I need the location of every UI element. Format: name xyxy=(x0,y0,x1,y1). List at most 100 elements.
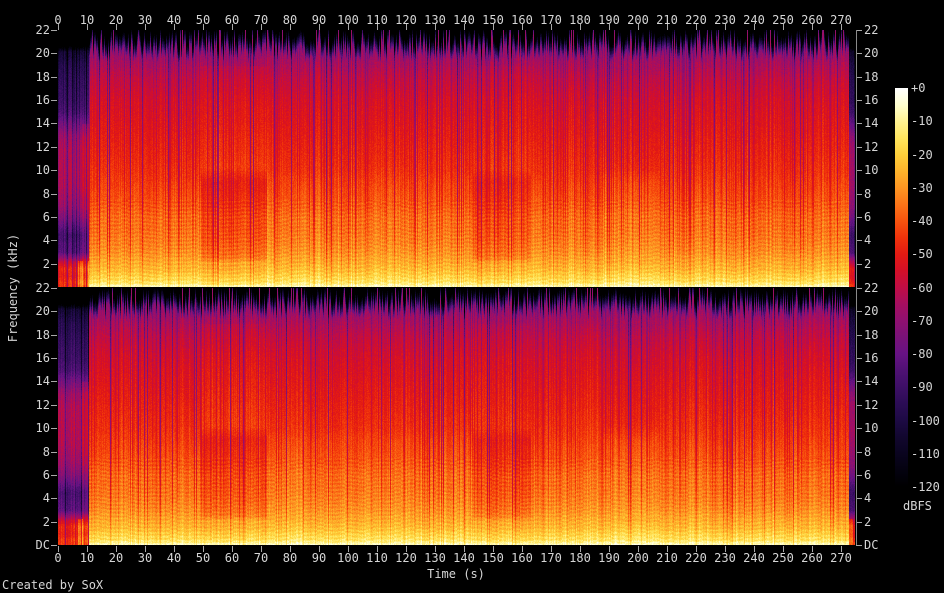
freq-tick-label-right: 4 xyxy=(864,233,872,247)
time-tick-mark xyxy=(377,546,378,552)
time-tick-mark xyxy=(203,24,204,30)
time-tick-label-bottom: 230 xyxy=(714,551,736,565)
freq-tick-mark xyxy=(51,264,57,265)
time-tick-label-bottom: 170 xyxy=(540,551,562,565)
time-tick-mark xyxy=(754,24,755,30)
time-tick-mark xyxy=(464,24,465,30)
time-tick-label-top: 50 xyxy=(195,13,211,27)
colorbar-tick-label: -100 xyxy=(911,414,940,428)
freq-tick-mark xyxy=(51,30,57,31)
freq-tick-label-right: 8 xyxy=(864,187,872,201)
y-axis-title: Frequency (kHz) xyxy=(6,233,20,343)
time-tick-mark xyxy=(116,546,117,552)
freq-tick-mark xyxy=(856,452,862,453)
freq-tick-mark xyxy=(51,498,57,499)
freq-tick-label-right: 10 xyxy=(864,163,879,177)
time-tick-label-bottom: 20 xyxy=(108,551,124,565)
time-tick-label-top: 110 xyxy=(366,13,388,27)
time-tick-mark xyxy=(725,24,726,30)
time-tick-mark xyxy=(464,546,465,552)
freq-tick-label-left: 20 xyxy=(35,304,50,318)
time-tick-label-bottom: 140 xyxy=(453,551,475,565)
time-tick-label-bottom: 50 xyxy=(195,551,211,565)
freq-tick-mark xyxy=(51,381,57,382)
colorbar-gradient xyxy=(895,88,908,487)
time-tick-label-bottom: 30 xyxy=(137,551,153,565)
time-tick-label-top: 230 xyxy=(714,13,736,27)
freq-tick-mark xyxy=(856,123,862,124)
freq-tick-mark xyxy=(856,311,862,312)
freq-tick-label-right: 12 xyxy=(864,140,879,154)
time-tick-label-top: 200 xyxy=(627,13,649,27)
freq-tick-mark xyxy=(51,147,57,148)
time-tick-label-bottom: 240 xyxy=(743,551,765,565)
time-tick-label-top: 170 xyxy=(540,13,562,27)
time-tick-mark xyxy=(609,24,610,30)
time-tick-mark xyxy=(725,546,726,552)
spectrogram-panel-channel-1 xyxy=(58,30,855,287)
freq-tick-mark xyxy=(856,100,862,101)
freq-tick-label-right: 20 xyxy=(864,304,879,318)
freq-tick-mark xyxy=(51,335,57,336)
time-tick-mark xyxy=(261,546,262,552)
time-tick-mark xyxy=(551,24,552,30)
freq-tick-mark xyxy=(856,522,862,523)
time-tick-mark xyxy=(377,24,378,30)
freq-tick-mark xyxy=(51,545,57,546)
colorbar-tick-label: -50 xyxy=(911,247,933,261)
freq-tick-mark xyxy=(856,77,862,78)
colorbar-tick-label: -110 xyxy=(911,447,940,461)
freq-tick-label-left: DC xyxy=(35,538,50,552)
freq-tick-label-left: 8 xyxy=(42,445,50,459)
time-tick-label-bottom: 60 xyxy=(224,551,240,565)
time-tick-label-bottom: 260 xyxy=(801,551,823,565)
freq-tick-label-left: 14 xyxy=(35,116,50,130)
time-tick-label-bottom: 210 xyxy=(656,551,678,565)
time-tick-mark xyxy=(261,24,262,30)
time-tick-mark xyxy=(493,546,494,552)
colorbar-tick-label: -20 xyxy=(911,148,933,162)
freq-tick-label-right: 8 xyxy=(864,445,872,459)
freq-tick-mark xyxy=(856,264,862,265)
freq-tick-label-right: 22 xyxy=(864,281,879,295)
time-tick-label-top: 40 xyxy=(166,13,182,27)
time-tick-mark xyxy=(754,546,755,552)
freq-tick-mark xyxy=(51,358,57,359)
freq-tick-mark xyxy=(51,194,57,195)
colorbar-tick-label: -70 xyxy=(911,314,933,328)
freq-tick-label-right: 14 xyxy=(864,116,879,130)
freq-tick-label-right: 4 xyxy=(864,491,872,505)
freq-tick-mark xyxy=(51,100,57,101)
freq-tick-label-left: 16 xyxy=(35,351,50,365)
time-tick-mark xyxy=(580,546,581,552)
time-tick-label-top: 270 xyxy=(830,13,852,27)
time-tick-label-bottom: 220 xyxy=(685,551,707,565)
freq-tick-label-right: 22 xyxy=(864,23,879,37)
freq-tick-label-left: 20 xyxy=(35,46,50,60)
time-tick-mark xyxy=(145,24,146,30)
freq-tick-label-left: 4 xyxy=(42,491,50,505)
time-tick-label-top: 100 xyxy=(337,13,359,27)
time-tick-mark xyxy=(638,24,639,30)
freq-tick-label-left: 22 xyxy=(35,23,50,37)
time-tick-label-bottom: 130 xyxy=(424,551,446,565)
freq-tick-label-right: 14 xyxy=(864,374,879,388)
time-tick-mark xyxy=(696,24,697,30)
time-tick-mark xyxy=(116,24,117,30)
time-tick-mark xyxy=(232,24,233,30)
freq-tick-label-right: 6 xyxy=(864,468,872,482)
time-tick-mark xyxy=(319,24,320,30)
time-tick-label-top: 20 xyxy=(108,13,124,27)
time-tick-label-bottom: 70 xyxy=(253,551,269,565)
time-tick-mark xyxy=(174,546,175,552)
freq-tick-mark xyxy=(856,381,862,382)
freq-tick-label-left: 18 xyxy=(35,70,50,84)
time-tick-mark xyxy=(841,24,842,30)
time-tick-mark xyxy=(87,24,88,30)
freq-tick-mark xyxy=(51,240,57,241)
freq-tick-mark xyxy=(856,498,862,499)
freq-tick-label-left: 12 xyxy=(35,140,50,154)
freq-tick-mark xyxy=(51,475,57,476)
colorbar-tick-label: -90 xyxy=(911,380,933,394)
